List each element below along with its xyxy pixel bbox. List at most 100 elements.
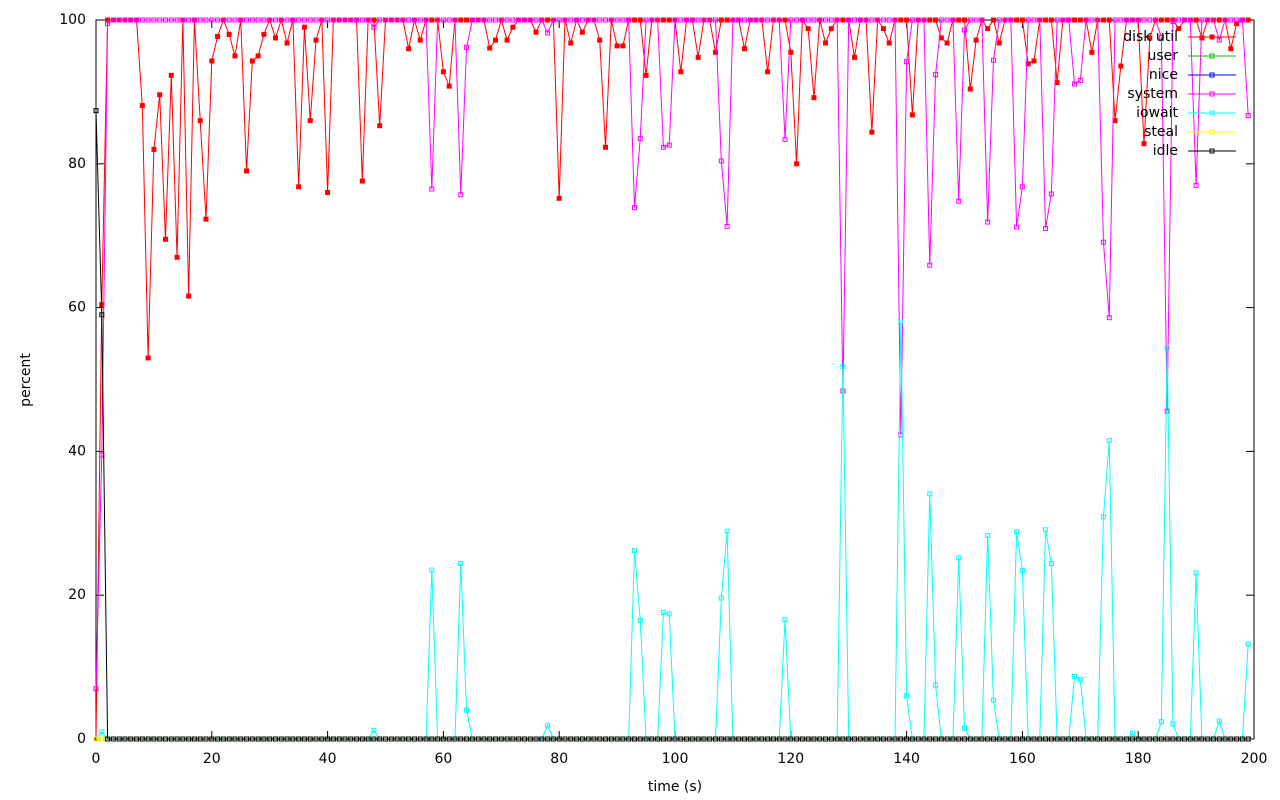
- data-point: [1216, 718, 1222, 724]
- data-point: [603, 144, 609, 150]
- data-point: [1106, 315, 1112, 321]
- data-point: [1048, 191, 1054, 197]
- data-point: [620, 17, 626, 23]
- data-point: [1019, 17, 1025, 23]
- data-point: [493, 736, 499, 742]
- data-point: [1054, 80, 1060, 86]
- data-point: [1135, 736, 1141, 742]
- data-point: [1095, 736, 1101, 742]
- data-point: [701, 17, 707, 23]
- data-point: [753, 736, 759, 742]
- data-point: [1129, 730, 1135, 736]
- data-point: [597, 17, 603, 23]
- data-point: [319, 17, 325, 23]
- data-point: [782, 736, 788, 742]
- data-point: [1066, 17, 1072, 23]
- data-point: [209, 17, 215, 23]
- data-point: [1164, 17, 1170, 23]
- data-point: [614, 43, 620, 49]
- data-point: [1008, 736, 1014, 742]
- data-point: [776, 736, 782, 742]
- x-tick-label: 200: [1241, 751, 1268, 767]
- data-point: [371, 17, 377, 23]
- data-point: [927, 736, 933, 742]
- data-point: [741, 46, 747, 52]
- data-point: [290, 17, 296, 23]
- data-point: [510, 17, 516, 23]
- data-point: [643, 72, 649, 78]
- data-point: [736, 17, 742, 23]
- data-point: [284, 40, 290, 46]
- data-point: [678, 17, 684, 23]
- data-point: [1019, 736, 1025, 742]
- data-point: [348, 17, 354, 23]
- data-point: [244, 168, 250, 174]
- data-point: [985, 26, 991, 32]
- data-point: [851, 736, 857, 742]
- data-point: [730, 736, 736, 742]
- data-point: [817, 17, 823, 23]
- legend-marker: [1209, 72, 1215, 78]
- data-point: [620, 736, 626, 742]
- legend-marker: [1209, 91, 1215, 97]
- data-point: [1234, 736, 1240, 742]
- data-point: [1072, 736, 1078, 742]
- data-point: [962, 27, 967, 33]
- data-point: [1014, 529, 1020, 535]
- data-point: [880, 17, 886, 23]
- y-axis-label: percent: [18, 353, 34, 407]
- data-point: [417, 37, 423, 43]
- data-point: [1176, 736, 1182, 742]
- data-point: [973, 17, 979, 23]
- data-point: [110, 736, 116, 742]
- data-point: [707, 17, 713, 23]
- data-point: [869, 129, 875, 135]
- data-point: [938, 736, 944, 742]
- data-point: [1164, 408, 1170, 414]
- data-point: [377, 17, 383, 23]
- data-point: [1048, 561, 1054, 567]
- data-point: [799, 736, 805, 742]
- data-point: [846, 17, 852, 23]
- data-point: [232, 736, 238, 742]
- data-point: [128, 736, 134, 742]
- data-point: [956, 17, 962, 23]
- data-point: [713, 17, 719, 23]
- data-point: [440, 69, 446, 75]
- data-point: [429, 567, 435, 573]
- data-point: [1170, 736, 1176, 742]
- data-point: [869, 736, 875, 742]
- data-point: [782, 17, 788, 23]
- data-point: [180, 17, 186, 23]
- data-point: [215, 34, 221, 40]
- data-point: [255, 17, 261, 23]
- data-point: [516, 736, 522, 742]
- data-point: [458, 736, 464, 742]
- legend-label: steal: [1144, 124, 1178, 140]
- data-point: [620, 43, 626, 49]
- data-point: [990, 736, 996, 742]
- data-point: [956, 555, 962, 561]
- data-point: [301, 24, 307, 30]
- data-point: [857, 736, 863, 742]
- data-point: [1129, 736, 1135, 742]
- data-point: [933, 17, 939, 23]
- data-point: [799, 17, 805, 23]
- data-point: [1187, 736, 1193, 742]
- data-point: [985, 736, 991, 742]
- data-point: [741, 736, 747, 742]
- data-point: [1112, 17, 1118, 23]
- data-point: [660, 144, 666, 150]
- data-point: [695, 736, 701, 742]
- data-point: [464, 44, 470, 50]
- data-point: [626, 736, 632, 742]
- data-point: [145, 736, 151, 742]
- data-point: [1025, 17, 1031, 23]
- data-point: [261, 736, 267, 742]
- data-point: [1100, 17, 1106, 23]
- data-point: [469, 736, 475, 742]
- data-point: [261, 31, 267, 37]
- data-point: [1014, 224, 1020, 230]
- data-point: [301, 736, 307, 742]
- data-point: [336, 736, 342, 742]
